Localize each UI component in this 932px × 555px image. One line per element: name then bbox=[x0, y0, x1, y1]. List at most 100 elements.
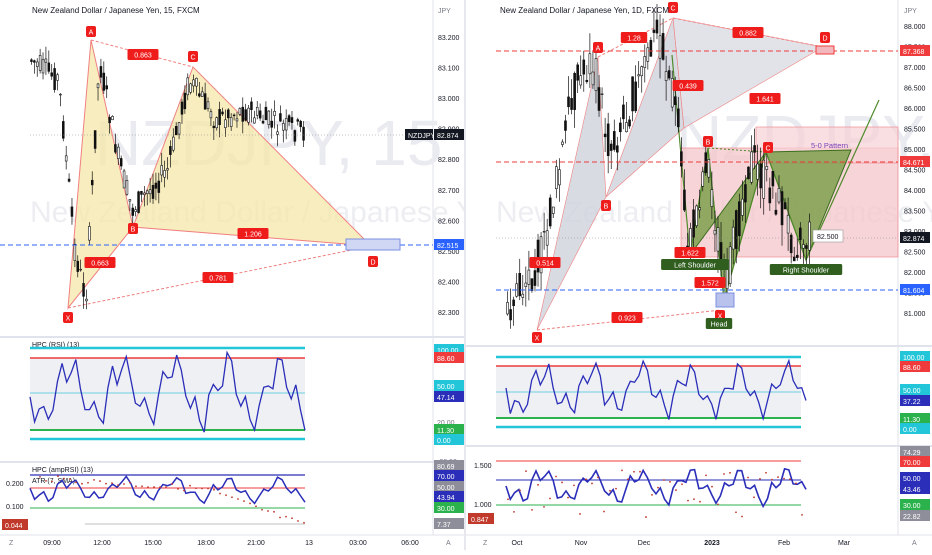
point-d-box bbox=[368, 256, 378, 267]
left-candle-body bbox=[108, 117, 111, 124]
right-candle-body bbox=[792, 256, 796, 262]
atr-dot bbox=[39, 475, 41, 478]
rsi-scale: 11.30 bbox=[903, 417, 920, 424]
prz-zone[interactable] bbox=[345, 238, 401, 251]
left-shoulder-label-box bbox=[661, 259, 729, 270]
atr-dot bbox=[783, 477, 785, 480]
right-candle-body bbox=[689, 228, 692, 250]
left-candle-body bbox=[273, 110, 276, 116]
left-candle-body bbox=[38, 55, 42, 71]
left-candle-body bbox=[117, 146, 120, 159]
rsi-scale: 88.60 bbox=[903, 365, 921, 372]
point-x: X bbox=[535, 336, 540, 343]
head-label-box bbox=[705, 318, 733, 329]
right-candle-body bbox=[527, 269, 531, 285]
point-c: C bbox=[670, 6, 675, 13]
left-candle-body bbox=[284, 117, 288, 131]
right-candle-body bbox=[619, 122, 622, 133]
time-tick: Mar bbox=[838, 540, 851, 547]
left-candle-body bbox=[276, 131, 279, 135]
atr-dot bbox=[99, 480, 101, 482]
right-candle-body bbox=[713, 230, 717, 235]
rsi-series-line bbox=[29, 350, 306, 433]
atr-dot bbox=[585, 478, 587, 481]
atr-dot bbox=[129, 481, 131, 484]
atr-dot bbox=[777, 476, 779, 479]
right-candle-body bbox=[789, 234, 793, 254]
left-candle-body bbox=[47, 62, 51, 72]
price-tick: 83.000 bbox=[438, 96, 460, 103]
right-candle-body bbox=[765, 166, 769, 170]
right-candle-body bbox=[680, 151, 683, 167]
time-tick: 15:00 bbox=[144, 540, 162, 547]
left-candle-body bbox=[59, 93, 62, 96]
amp-scale-bg bbox=[434, 502, 464, 513]
left-candle-body bbox=[140, 191, 143, 195]
left-candle-body bbox=[232, 114, 236, 117]
right-candle-body bbox=[573, 72, 576, 110]
left-candle-body bbox=[56, 74, 59, 81]
ratio-8: 0.923 bbox=[618, 316, 636, 323]
atr-scale: 1.500 bbox=[474, 463, 492, 470]
right-candle-body bbox=[762, 159, 766, 199]
right-chart-pane[interactable]: JPYNZDJPY, DNew Zealand Dollar / Japanes… bbox=[466, 0, 932, 550]
atr-dot bbox=[801, 514, 803, 516]
left-candle-body bbox=[180, 101, 184, 115]
left-candle-body bbox=[30, 59, 33, 62]
pane-divider[interactable] bbox=[464, 0, 467, 550]
atr-dot bbox=[753, 496, 755, 499]
left-candle-body bbox=[267, 110, 271, 125]
right-candle-body bbox=[548, 197, 552, 227]
time-tick: 2023 bbox=[704, 540, 720, 547]
amp-label: HPC (ampRSI) (13) bbox=[32, 467, 93, 474]
amp-series-line bbox=[29, 475, 306, 505]
a-label: A bbox=[446, 540, 451, 547]
left-candle-body bbox=[287, 115, 291, 122]
atr-dot bbox=[57, 475, 59, 478]
atr-dot bbox=[189, 484, 191, 487]
atr-dot bbox=[555, 475, 557, 478]
left-candle-body bbox=[177, 122, 181, 135]
atr-dot bbox=[795, 482, 797, 485]
right-candle-body bbox=[539, 236, 543, 274]
ratio-xd-box bbox=[202, 272, 234, 283]
amp-scale-bg bbox=[434, 460, 464, 471]
atr-dot bbox=[723, 473, 725, 475]
left-candle-body bbox=[125, 180, 129, 195]
time-tick: Nov bbox=[575, 540, 588, 547]
xd-ratio-line bbox=[67, 245, 372, 309]
right-candle-body bbox=[567, 96, 570, 108]
atr-dot bbox=[159, 486, 161, 489]
level-low-tag-bg bbox=[900, 284, 930, 295]
atr-label: ATR (7, SMA) bbox=[32, 478, 75, 485]
left-candle-body bbox=[96, 83, 100, 89]
right-candle-body bbox=[524, 282, 528, 287]
atr-scale: 0.044 bbox=[5, 523, 23, 530]
left-candle-body bbox=[128, 199, 132, 202]
right-candle-body bbox=[582, 59, 586, 75]
ratio-xb: 0.663 bbox=[91, 261, 109, 268]
atr-dot bbox=[657, 486, 659, 489]
left-candle-body bbox=[218, 109, 221, 125]
right-candle-body bbox=[652, 29, 656, 33]
atr-dot bbox=[519, 489, 521, 492]
left-candle-body bbox=[119, 158, 123, 167]
left-candle-body bbox=[102, 72, 106, 91]
right-candle-body bbox=[799, 227, 802, 241]
left-candle-body bbox=[145, 190, 149, 194]
price-tick: 82.000 bbox=[904, 270, 926, 277]
right-chart-canvas[interactable]: JPYNZDJPY, DNew Zealand Dollar / Japanes… bbox=[466, 0, 932, 550]
left-candle-body bbox=[198, 93, 201, 97]
right-candle-body bbox=[646, 47, 650, 62]
right-candle-body bbox=[768, 187, 772, 204]
right-candle-body bbox=[673, 96, 677, 105]
time-tick: 09:00 bbox=[43, 540, 61, 547]
left-chart-title: New Zealand Dollar / Japanese Yen, 15, F… bbox=[32, 6, 200, 15]
price-tick: 83.200 bbox=[438, 35, 460, 42]
atr-dot bbox=[507, 498, 509, 501]
atr-dot bbox=[573, 484, 575, 487]
left-shoulder-label: Left Shoulder bbox=[674, 263, 716, 270]
left-candle-body bbox=[79, 268, 82, 271]
